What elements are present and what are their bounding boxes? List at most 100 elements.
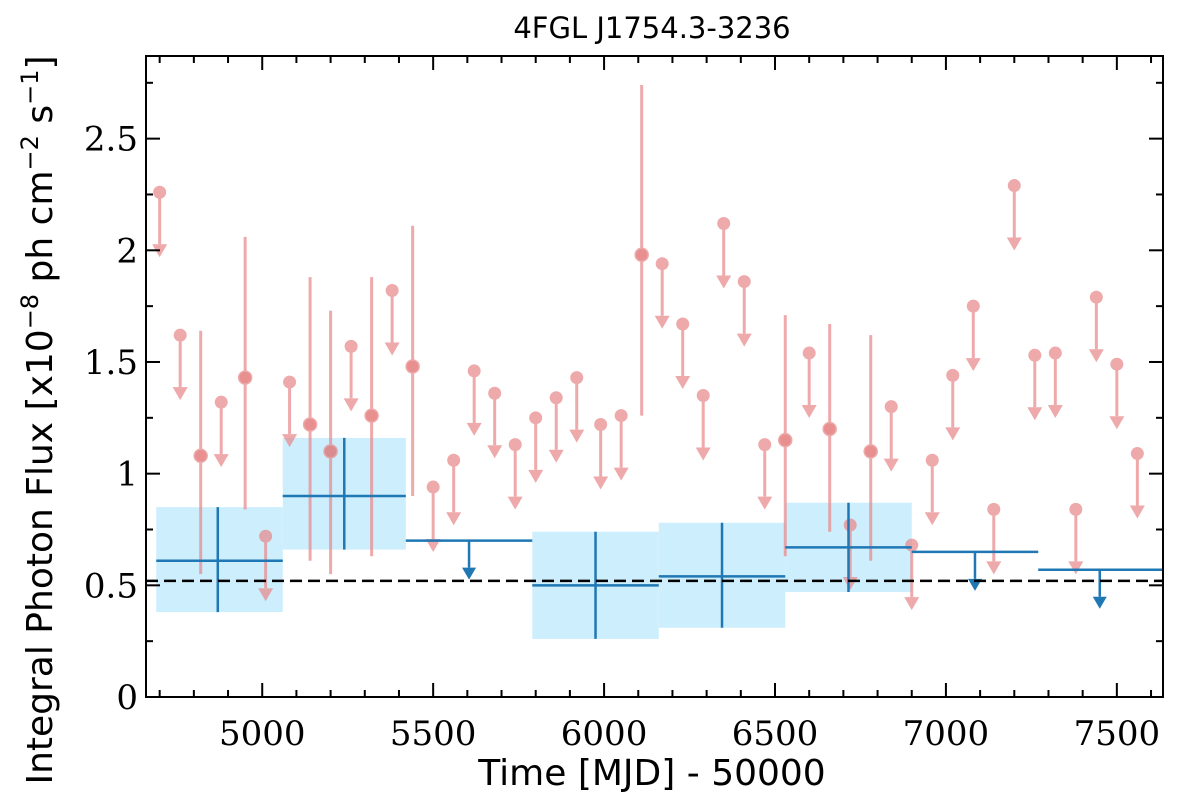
fine-marker-33 bbox=[843, 518, 857, 532]
axis-ticks: 5000 5500 6000 6500 7000 7500 0 0.5 1 1.5 2 2.5 bbox=[84, 56, 1163, 754]
fine-marker-10 bbox=[364, 408, 379, 423]
fine-point-2 bbox=[193, 330, 208, 575]
fine-point-14 bbox=[446, 453, 462, 526]
fine-point-47 bbox=[1129, 447, 1145, 519]
coarse-point-2 bbox=[405, 539, 533, 580]
fine-marker-7 bbox=[302, 417, 318, 432]
fine-ul-arrow-21 bbox=[593, 476, 609, 490]
fine-ul-arrow-15 bbox=[466, 422, 482, 436]
fine-marker-4 bbox=[237, 370, 253, 385]
y-tick-label-4: 2 bbox=[116, 231, 138, 271]
chart-title: 4FGL J1754.3-3236 bbox=[513, 11, 790, 45]
y-axis-title-exp: −8 bbox=[16, 294, 44, 329]
y-tick-label-1: 0.5 bbox=[84, 566, 138, 606]
fine-marker-14 bbox=[447, 453, 461, 467]
coarse-point-5 bbox=[785, 502, 912, 593]
fine-marker-11 bbox=[385, 284, 399, 298]
fine-point-15 bbox=[466, 364, 482, 436]
fine-marker-29 bbox=[758, 438, 772, 452]
fine-marker-39 bbox=[966, 299, 980, 313]
fine-ul-arrow-36 bbox=[904, 597, 920, 611]
fine-marker-16 bbox=[488, 386, 502, 400]
x-tick-label-4: 7000 bbox=[903, 714, 990, 754]
fine-point-8 bbox=[323, 310, 338, 575]
y-axis-title-exp2: −2 bbox=[16, 135, 44, 170]
fine-ul-arrow-13 bbox=[425, 539, 441, 553]
fine-marker-0 bbox=[153, 185, 167, 199]
fine-ul-arrow-29 bbox=[757, 496, 773, 510]
fine-point-0 bbox=[152, 185, 168, 258]
fine-ul-arrow-27 bbox=[716, 275, 732, 289]
fine-marker-13 bbox=[426, 480, 440, 494]
coarse-point-3 bbox=[532, 531, 659, 639]
coarse-point-7 bbox=[1038, 568, 1163, 609]
fine-point-25 bbox=[675, 317, 691, 390]
x-tick-label-3: 6500 bbox=[732, 714, 819, 754]
fine-point-29 bbox=[757, 438, 773, 510]
fine-point-24 bbox=[654, 257, 670, 329]
y-axis-title-exp3: −1 bbox=[16, 70, 44, 105]
fine-ul-arrow-11 bbox=[384, 342, 400, 356]
fine-point-36 bbox=[904, 538, 920, 611]
fine-ul-arrow-46 bbox=[1109, 416, 1125, 430]
fine-ul-arrow-45 bbox=[1088, 349, 1104, 363]
fine-point-34 bbox=[863, 335, 878, 561]
fine-ul-arrow-19 bbox=[548, 449, 564, 463]
fine-marker-31 bbox=[802, 346, 816, 360]
x-axis-title: Time [MJD] - 50000 bbox=[477, 753, 825, 794]
fine-ul-arrow-3 bbox=[213, 454, 229, 468]
fine-point-18 bbox=[528, 411, 544, 483]
fine-point-16 bbox=[487, 386, 503, 459]
y-axis-title-main: Integral Photon Flux [x10 bbox=[20, 329, 61, 784]
fine-point-45 bbox=[1088, 290, 1104, 363]
fine-marker-36 bbox=[905, 538, 919, 552]
y-axis-title-unit-s: s bbox=[20, 105, 61, 135]
fine-ul-arrow-47 bbox=[1129, 505, 1145, 519]
fine-bin-points bbox=[152, 85, 1145, 611]
fine-ul-arrow-9 bbox=[343, 398, 359, 412]
fine-ul-arrow-5 bbox=[258, 588, 274, 602]
fine-marker-8 bbox=[323, 444, 338, 459]
fine-point-28 bbox=[736, 275, 752, 347]
fine-marker-34 bbox=[863, 444, 878, 459]
y-tick-label-5: 2.5 bbox=[84, 120, 138, 160]
fine-point-13 bbox=[425, 480, 441, 553]
fine-marker-27 bbox=[717, 217, 731, 231]
coarse-point-6 bbox=[911, 550, 1039, 591]
fine-point-26 bbox=[695, 388, 711, 461]
fine-marker-25 bbox=[676, 317, 690, 331]
fine-ul-arrow-17 bbox=[507, 496, 523, 510]
fine-marker-40 bbox=[987, 502, 1001, 516]
fine-ul-arrow-1 bbox=[172, 387, 188, 401]
fine-marker-15 bbox=[467, 364, 481, 378]
fine-marker-44 bbox=[1069, 502, 1083, 516]
fine-point-46 bbox=[1109, 357, 1125, 430]
fine-point-17 bbox=[507, 438, 523, 510]
fine-marker-6 bbox=[283, 375, 297, 389]
fine-marker-45 bbox=[1089, 290, 1103, 304]
fine-marker-17 bbox=[508, 438, 522, 452]
fine-ul-arrow-42 bbox=[1027, 407, 1043, 421]
y-axis-title-unit-ph: ph cm bbox=[20, 170, 61, 293]
fine-ul-arrow-37 bbox=[924, 512, 940, 526]
coarse-point-4 bbox=[658, 522, 786, 628]
fine-point-31 bbox=[801, 346, 817, 419]
fine-point-6 bbox=[282, 375, 298, 448]
fine-ul-arrow-6 bbox=[282, 434, 298, 448]
y-axis-title-end: ] bbox=[20, 55, 61, 69]
fine-ul-arrow-31 bbox=[801, 405, 817, 419]
fine-point-9 bbox=[343, 339, 359, 412]
coarse-bin-points bbox=[156, 437, 1163, 639]
fine-marker-5 bbox=[259, 529, 273, 543]
fine-ul-arrow-28 bbox=[736, 333, 752, 347]
fine-point-22 bbox=[613, 409, 629, 481]
fine-ul-arrow-24 bbox=[654, 315, 670, 329]
fine-point-3 bbox=[213, 395, 229, 468]
fine-point-32 bbox=[822, 324, 837, 532]
fine-point-7 bbox=[302, 277, 318, 561]
y-axis-title: Integral Photon Flux [x10−8 ph cm−2 s−1] bbox=[16, 55, 61, 784]
fine-point-10 bbox=[364, 277, 379, 557]
fine-ul-arrow-14 bbox=[446, 512, 462, 526]
fine-ul-arrow-20 bbox=[569, 429, 585, 443]
fine-point-39 bbox=[965, 299, 981, 372]
